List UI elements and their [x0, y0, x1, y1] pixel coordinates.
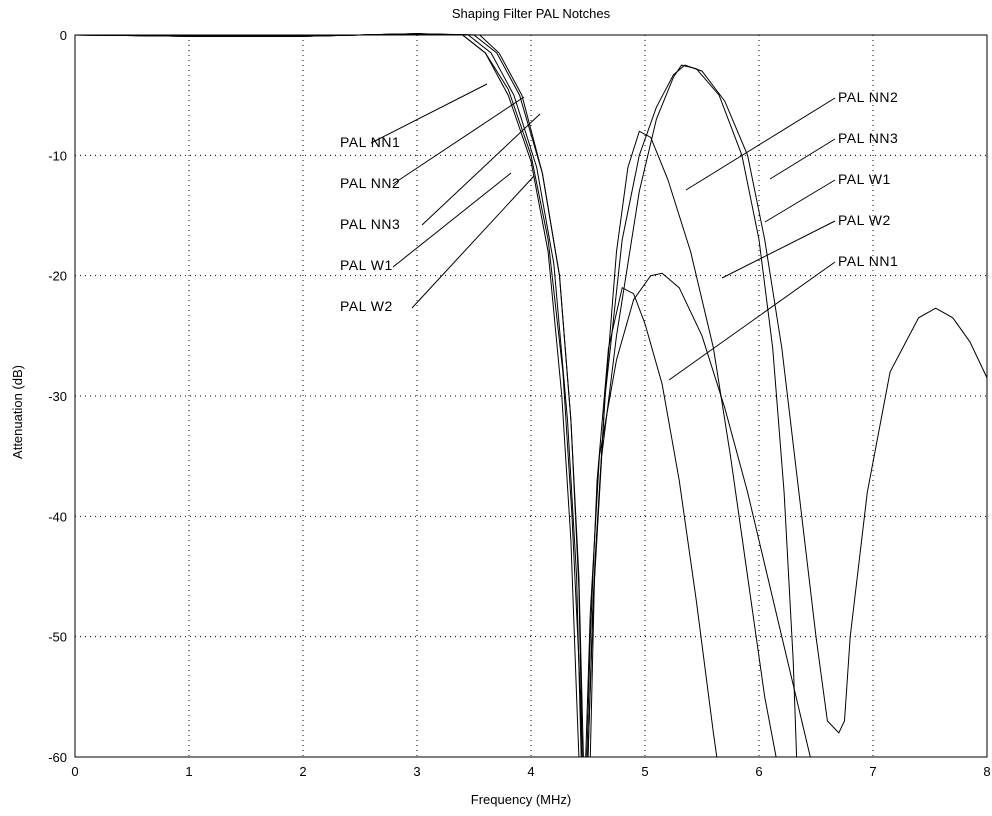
annotation-label: PAL NN2 — [340, 175, 400, 191]
leader-line — [392, 172, 512, 268]
y-tick-label: -20 — [48, 269, 67, 284]
y-tick-label: -40 — [48, 509, 67, 524]
y-tick-label: -50 — [48, 630, 67, 645]
annotation-label: PAL NN1 — [340, 134, 400, 150]
annotation-label: PAL W1 — [838, 171, 891, 187]
annotation-label: PAL W2 — [340, 298, 393, 314]
x-axis-label: Frequency (MHz) — [471, 792, 571, 807]
annotation-label: PAL W2 — [838, 212, 891, 228]
x-tick-label: 6 — [755, 764, 762, 779]
x-tick-label: 5 — [641, 764, 648, 779]
annotation-label: PAL NN3 — [838, 130, 898, 146]
series-line — [74, 33, 811, 758]
annotation-label: PAL W1 — [340, 257, 393, 273]
y-tick-label: -60 — [48, 750, 67, 765]
y-tick-label: 0 — [60, 28, 67, 43]
leader-line — [721, 220, 836, 279]
x-tick-label: 7 — [869, 764, 876, 779]
x-tick-label: 3 — [413, 764, 420, 779]
leader-line — [764, 179, 836, 223]
annotation-label: PAL NN1 — [838, 253, 898, 269]
plot-frame — [74, 34, 988, 758]
leader-line — [421, 113, 541, 226]
leader-line — [370, 83, 488, 144]
leader-line — [411, 175, 535, 309]
leader-line — [668, 261, 836, 381]
x-tick-label: 1 — [185, 764, 192, 779]
tick-labels: 0 1 2 3 4 5 6 7 8 0 -10 -20 -30 -40 -50 -60 — [48, 28, 990, 779]
x-tick-label: 8 — [983, 764, 990, 779]
annotations: PAL NN1 PAL NN2 PAL NN3 PAL W1 PAL W2 PAL NN2… — [340, 83, 898, 381]
annotation-label: PAL NN2 — [838, 89, 898, 105]
y-tick-label: -30 — [48, 389, 67, 404]
leader-line — [685, 97, 836, 191]
x-tick-label: 0 — [71, 764, 78, 779]
leader-line — [769, 138, 836, 180]
y-axis-label: Attenuation (dB) — [10, 365, 25, 459]
x-tick-label: 2 — [299, 764, 306, 779]
x-tick-label: 4 — [527, 764, 534, 779]
annotation-label: PAL NN3 — [340, 216, 400, 232]
y-tick-label: -10 — [48, 148, 67, 163]
chart-title: Shaping Filter PAL Notches — [452, 6, 611, 21]
curves — [74, 33, 988, 758]
series-line — [74, 33, 777, 758]
leader-line — [392, 96, 525, 185]
series-line — [74, 33, 798, 758]
